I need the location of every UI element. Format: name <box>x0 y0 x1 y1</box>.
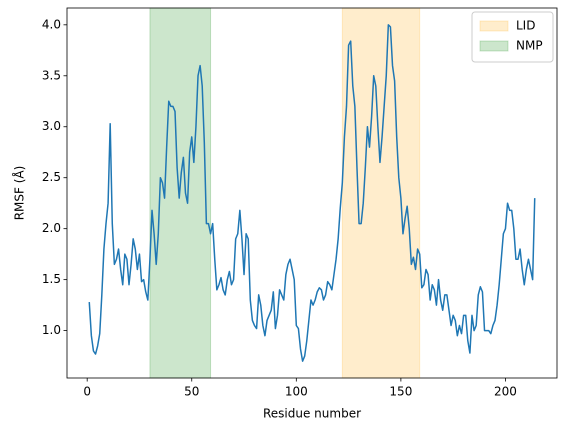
y-tick-label: 3.0 <box>42 119 61 133</box>
y-tick-label: 2.5 <box>42 170 61 184</box>
data-line <box>88 24 536 362</box>
x-tick-label: 50 <box>184 385 199 399</box>
y-tick-label: 4.0 <box>42 17 61 31</box>
y-tick-label: 1.5 <box>42 272 61 286</box>
x-axis-label: Residue number <box>263 407 361 421</box>
legend-swatch <box>479 40 509 52</box>
y-axis-label: RMSF (Å) <box>12 166 27 221</box>
x-tick-label: 200 <box>494 385 517 399</box>
legend-label: NMP <box>516 39 543 53</box>
legend-box <box>471 11 554 63</box>
x-tick-label: 0 <box>83 385 91 399</box>
legend-label: LID <box>516 19 535 33</box>
y-tick-label: 3.5 <box>42 68 61 82</box>
x-tick-label: 150 <box>389 385 412 399</box>
shaded-region <box>341 7 421 379</box>
plot-frame <box>66 7 558 379</box>
x-tick-label: 100 <box>285 385 308 399</box>
legend-swatch <box>479 20 509 32</box>
y-tick-label: 2.0 <box>42 221 61 235</box>
y-tick-label: 1.0 <box>42 323 61 337</box>
